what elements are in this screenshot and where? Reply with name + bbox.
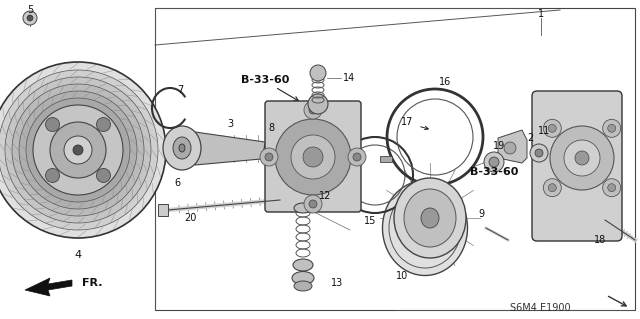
Ellipse shape	[163, 126, 201, 170]
Text: 9: 9	[478, 209, 484, 219]
Circle shape	[309, 200, 317, 208]
Circle shape	[308, 94, 328, 114]
Circle shape	[260, 148, 278, 166]
Circle shape	[45, 117, 60, 131]
Text: 8: 8	[268, 123, 274, 133]
FancyBboxPatch shape	[265, 101, 361, 212]
Text: 19: 19	[493, 141, 505, 151]
Circle shape	[97, 168, 111, 182]
Circle shape	[265, 153, 273, 161]
Text: 13: 13	[331, 278, 343, 288]
Circle shape	[5, 77, 151, 223]
Bar	[158, 204, 168, 216]
Circle shape	[309, 106, 317, 114]
Circle shape	[504, 142, 516, 154]
Bar	[155, 8, 635, 310]
Text: 4: 4	[74, 250, 81, 260]
Circle shape	[291, 135, 335, 179]
Text: 10: 10	[396, 271, 408, 281]
Circle shape	[608, 184, 616, 192]
Text: 7: 7	[177, 85, 183, 95]
Text: FR.: FR.	[82, 278, 102, 288]
Text: 6: 6	[174, 178, 180, 188]
Text: B-33-60: B-33-60	[470, 167, 518, 177]
Ellipse shape	[270, 142, 284, 158]
Ellipse shape	[292, 271, 314, 285]
Ellipse shape	[404, 189, 456, 247]
Circle shape	[0, 70, 158, 230]
Circle shape	[550, 126, 614, 190]
Circle shape	[543, 119, 561, 137]
Circle shape	[603, 179, 621, 197]
Text: 15: 15	[364, 216, 376, 226]
Circle shape	[304, 101, 322, 119]
Ellipse shape	[394, 178, 466, 258]
Text: 18: 18	[594, 235, 606, 245]
Circle shape	[489, 157, 499, 167]
Polygon shape	[195, 132, 275, 165]
Ellipse shape	[294, 281, 312, 291]
Circle shape	[310, 65, 326, 81]
FancyBboxPatch shape	[532, 91, 622, 241]
Circle shape	[303, 147, 323, 167]
Text: 1: 1	[538, 9, 544, 19]
Circle shape	[97, 117, 111, 131]
Ellipse shape	[421, 208, 439, 228]
Circle shape	[608, 124, 616, 132]
Ellipse shape	[383, 181, 467, 276]
Circle shape	[12, 84, 144, 216]
Text: 2: 2	[527, 133, 533, 143]
Circle shape	[64, 136, 92, 164]
Circle shape	[535, 149, 543, 157]
Circle shape	[19, 91, 137, 209]
Circle shape	[548, 184, 556, 192]
Text: 14: 14	[343, 73, 355, 83]
Circle shape	[548, 124, 556, 132]
Circle shape	[530, 144, 548, 162]
Ellipse shape	[179, 144, 185, 152]
Text: 11: 11	[538, 126, 550, 136]
Circle shape	[27, 15, 33, 21]
Ellipse shape	[293, 259, 313, 271]
Text: 16: 16	[439, 77, 451, 87]
Circle shape	[603, 119, 621, 137]
Polygon shape	[498, 130, 527, 163]
Ellipse shape	[294, 203, 312, 213]
Circle shape	[304, 195, 322, 213]
Text: 17: 17	[401, 117, 413, 127]
Circle shape	[33, 105, 123, 195]
Circle shape	[45, 168, 60, 182]
Circle shape	[484, 152, 504, 172]
Circle shape	[353, 153, 361, 161]
Circle shape	[0, 62, 166, 238]
Text: 20: 20	[184, 213, 196, 223]
Circle shape	[564, 140, 600, 176]
Ellipse shape	[264, 135, 290, 165]
Circle shape	[348, 148, 366, 166]
Text: B-33-60: B-33-60	[241, 75, 289, 85]
Polygon shape	[25, 278, 72, 296]
Circle shape	[23, 11, 37, 25]
Circle shape	[50, 122, 106, 178]
Ellipse shape	[173, 137, 191, 159]
Circle shape	[275, 119, 351, 195]
Text: 5: 5	[27, 5, 33, 15]
Bar	[380, 156, 392, 162]
Circle shape	[543, 179, 561, 197]
Text: S6M4 E1900: S6M4 E1900	[509, 303, 570, 313]
Circle shape	[73, 145, 83, 155]
Circle shape	[26, 98, 130, 202]
Text: 3: 3	[227, 119, 233, 129]
Circle shape	[575, 151, 589, 165]
Text: 12: 12	[319, 191, 331, 201]
